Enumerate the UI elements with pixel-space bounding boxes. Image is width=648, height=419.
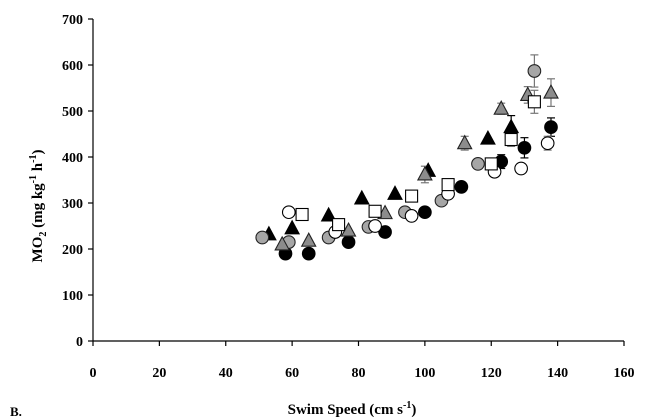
data-point-square (527, 95, 541, 109)
data-point-circle (255, 230, 270, 245)
data-point-circle (301, 246, 316, 261)
y-tick-label: 400 (62, 151, 83, 166)
x-tick-label: 0 (90, 366, 97, 381)
data-point-triangle (284, 219, 301, 235)
x-tick-label: 20 (152, 366, 166, 381)
data-point-circle (281, 205, 296, 220)
data-point-square (332, 218, 346, 232)
y-tick-label: 600 (62, 59, 83, 74)
panel-label: B. (10, 404, 22, 419)
y-axis-ticks: 0 100 200 300 400 500 600 700 (62, 13, 93, 350)
data-point-circle (368, 219, 382, 233)
x-tick-label: 100 (414, 366, 435, 381)
data-point-circle (527, 64, 542, 78)
x-axis-ticks: 0 20 40 60 80 100 120 140 160 (90, 341, 635, 381)
data-point-square (295, 207, 309, 222)
data-markers (255, 64, 559, 261)
y-tick-label: 0 (76, 335, 83, 350)
y-tick-label: 200 (62, 243, 83, 258)
x-tick-label: 80 (352, 366, 366, 381)
x-tick-label: 140 (547, 366, 568, 381)
data-point-square (504, 132, 518, 147)
data-point-triangle (456, 134, 473, 150)
data-point-circle (471, 157, 485, 171)
data-point-square (484, 157, 498, 171)
data-point-triangle (493, 100, 510, 115)
data-point-square (405, 189, 419, 203)
x-tick-label: 120 (481, 366, 502, 381)
data-point-circle (341, 235, 356, 249)
data-point-circle (378, 225, 392, 239)
data-point-circle (418, 205, 432, 220)
x-tick-label: 60 (285, 366, 299, 381)
y-tick-label: 700 (62, 13, 83, 28)
data-point-circle (517, 140, 532, 155)
data-point-triangle (274, 235, 291, 251)
data-point-circle (404, 209, 419, 223)
data-point-triangle (353, 189, 370, 205)
data-point-square (368, 204, 382, 218)
y-axis-title: MO2 (mg kg-1 h-1) (28, 150, 49, 263)
x-tick-label: 40 (219, 366, 233, 381)
data-point-triangle (543, 83, 559, 99)
data-point-circle (544, 120, 558, 134)
y-tick-label: 300 (62, 197, 83, 212)
data-point-triangle (320, 206, 337, 222)
data-point-triangle (503, 118, 520, 134)
data-point-square (441, 178, 455, 192)
data-point-circle (454, 180, 469, 194)
plot-area: 0 100 200 300 400 500 600 700 0 20 40 60 80 100 120 14… (62, 13, 635, 381)
data-point-circle (540, 136, 555, 151)
data-point-triangle (387, 185, 403, 200)
x-tick-label: 160 (614, 366, 635, 381)
y-tick-label: 500 (62, 105, 83, 120)
x-axis-title: Swim Speed (cm s-1) (288, 400, 417, 418)
data-point-circle (514, 161, 528, 176)
data-point-triangle (416, 165, 433, 181)
y-tick-label: 100 (62, 289, 83, 304)
data-point-triangle (300, 232, 317, 247)
data-point-triangle (480, 129, 496, 145)
